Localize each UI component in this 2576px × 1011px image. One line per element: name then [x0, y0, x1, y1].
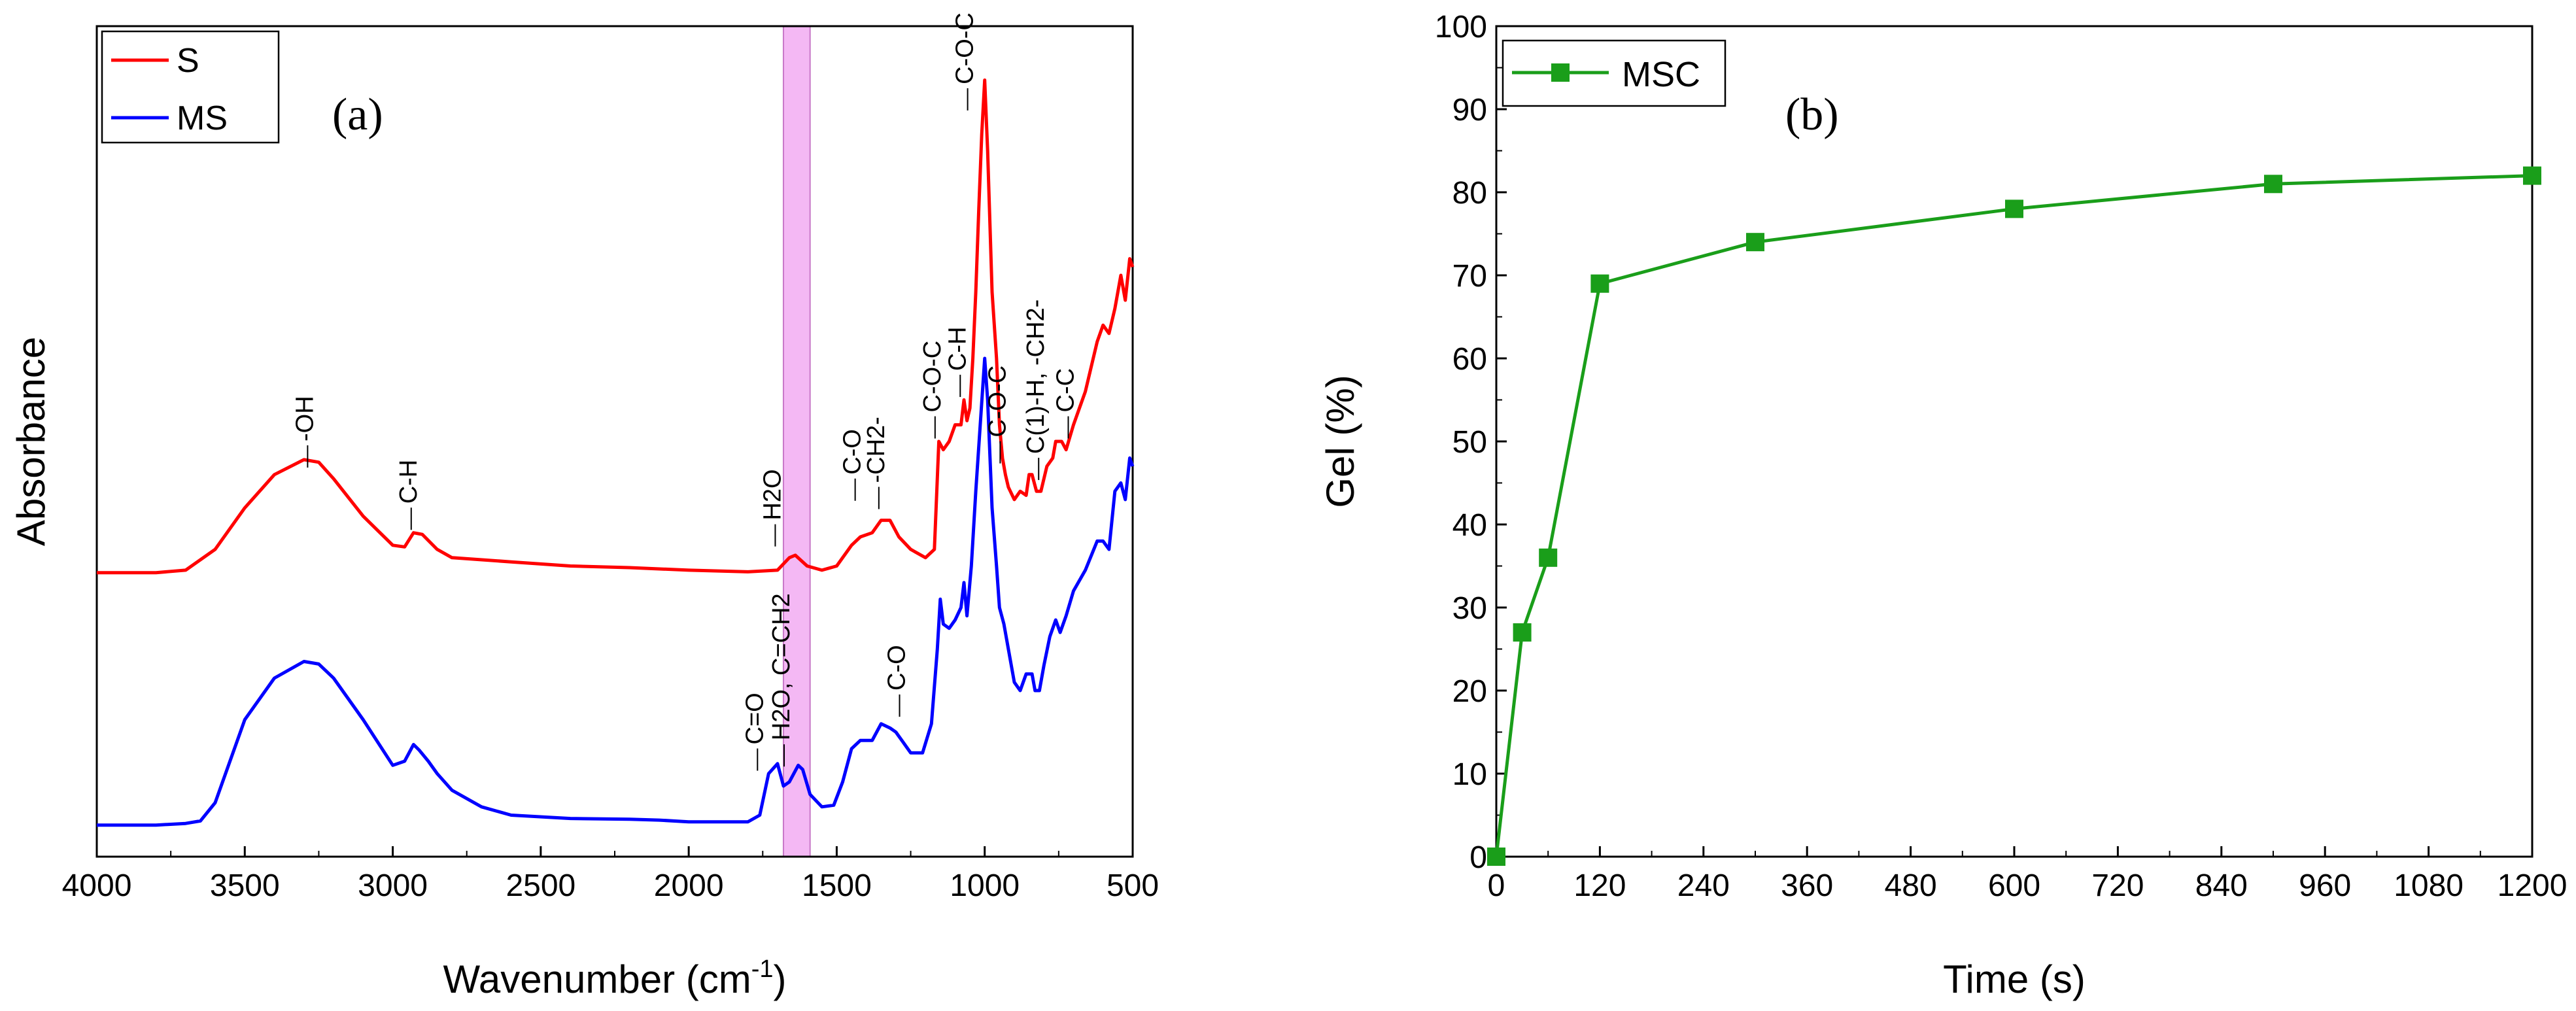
- gel-panel-b: 0 10 20 30 40 50 60 70 80 90 100 0 120 240 360 480 600 7…: [1318, 10, 2567, 1001]
- y-tick-label-b: 40: [1452, 508, 1487, 543]
- y-tick-label-b: 50: [1452, 425, 1487, 460]
- x-tick-label-b: 1200: [2498, 868, 2567, 903]
- peak-label: C(1)-H, -CH2-: [1022, 300, 1050, 454]
- peak-label: C-H: [395, 460, 422, 504]
- data-point-marker: [1487, 848, 1505, 866]
- x-axis-ticks-a: 4000 3500 3000 2500 2000 1500 1000 500: [62, 846, 1159, 903]
- peak-label: C-H: [944, 327, 971, 371]
- panel-label-b: (b): [1785, 90, 1839, 140]
- legend-box-a: [101, 30, 280, 144]
- x-tick-label-b: 0: [1488, 868, 1505, 903]
- y-tick-label-b: 70: [1452, 259, 1487, 294]
- legend-b: MSC: [1502, 39, 1726, 107]
- x-tick-label-b: 1080: [2394, 868, 2464, 903]
- x-tick-label-b: 720: [2091, 868, 2144, 903]
- y-axis-label-a: Absorbance: [9, 337, 53, 546]
- peak-label: -CH2-: [863, 417, 890, 483]
- y-tick-label-b: 80: [1452, 176, 1487, 211]
- x-tick-label-a: 2500: [506, 868, 575, 903]
- x-tick-label-b: 240: [1677, 868, 1730, 903]
- legend-label-s: S: [177, 42, 199, 80]
- y-tick-label-b: 10: [1452, 757, 1487, 792]
- peak-label: C-O-C: [919, 341, 946, 413]
- x-tick-label-a: 1500: [802, 868, 872, 903]
- peak-label: C-O: [839, 429, 867, 475]
- y-axis-label-b: Gel (%): [1318, 375, 1362, 507]
- x-axis-ticks-b: 0 120 240 360 480 600 720 840 960 1080 1200: [1488, 846, 2567, 903]
- peak-label: C-O-C: [952, 12, 979, 84]
- y-tick-label-b: 100: [1435, 10, 1487, 44]
- x-tick-label-a: 4000: [62, 868, 132, 903]
- x-tick-label-b: 480: [1885, 868, 1937, 903]
- data-point-marker: [1539, 548, 1558, 567]
- legend-a: S MS: [101, 30, 280, 144]
- peak-label: -OH: [291, 396, 318, 441]
- plot-frame-b: [1495, 25, 2533, 858]
- data-point-marker: [1746, 233, 1764, 252]
- legend-marker-msc: [1551, 63, 1570, 82]
- legend-label-msc: MSC: [1622, 55, 1700, 94]
- panel-label-a: (a): [332, 90, 383, 140]
- data-point-marker: [1513, 623, 1532, 642]
- x-tick-label-b: 360: [1781, 868, 1833, 903]
- x-tick-label-a: 3000: [358, 868, 428, 903]
- legend-label-ms: MS: [177, 99, 228, 137]
- peak-label: C=O: [741, 693, 768, 744]
- x-axis-label-b: Time (s): [1943, 957, 2086, 1001]
- series-line-ms: [97, 356, 1135, 827]
- peak-label: C-O: [884, 645, 911, 691]
- x-tick-label-b: 600: [1988, 868, 2040, 903]
- data-point-marker: [2523, 166, 2541, 185]
- x-tick-label-a: 3500: [210, 868, 280, 903]
- y-tick-label-b: 30: [1452, 591, 1487, 626]
- peak-label: H2O, C=CH2: [768, 593, 795, 740]
- x-tick-label-a: 500: [1107, 868, 1159, 903]
- y-axis-ticks-b: 0 10 20 30 40 50 60 70 80 90 100: [1435, 10, 1507, 875]
- series-line-msc: [1494, 174, 2533, 857]
- x-tick-label-b: 960: [2299, 868, 2351, 903]
- x-tick-label-a: 2000: [654, 868, 724, 903]
- series-line-s: [97, 78, 1135, 575]
- x-axis-label-a: Wavenumber (cm-1): [443, 955, 787, 1001]
- x-tick-label-b: 120: [1573, 868, 1626, 903]
- peak-label: C-C: [1052, 368, 1080, 413]
- y-tick-label-b: 20: [1452, 674, 1487, 709]
- y-tick-label-b: 60: [1452, 342, 1487, 377]
- y-tick-label-b: 0: [1469, 840, 1487, 875]
- y-tick-label-b: 90: [1452, 93, 1487, 128]
- data-point-marker: [2264, 175, 2282, 194]
- peak-label: C-O-C: [984, 366, 1011, 437]
- x-tick-label-a: 1000: [950, 868, 1020, 903]
- highlight-band: [782, 26, 811, 857]
- peak-label: H2O: [759, 469, 786, 520]
- gel-series: [1487, 166, 2541, 866]
- data-point-marker: [1590, 274, 1609, 293]
- plot-frame-a: [95, 25, 1134, 858]
- ftir-series: [97, 78, 1135, 827]
- data-point-marker: [2005, 199, 2023, 218]
- x-tick-label-b: 840: [2195, 868, 2248, 903]
